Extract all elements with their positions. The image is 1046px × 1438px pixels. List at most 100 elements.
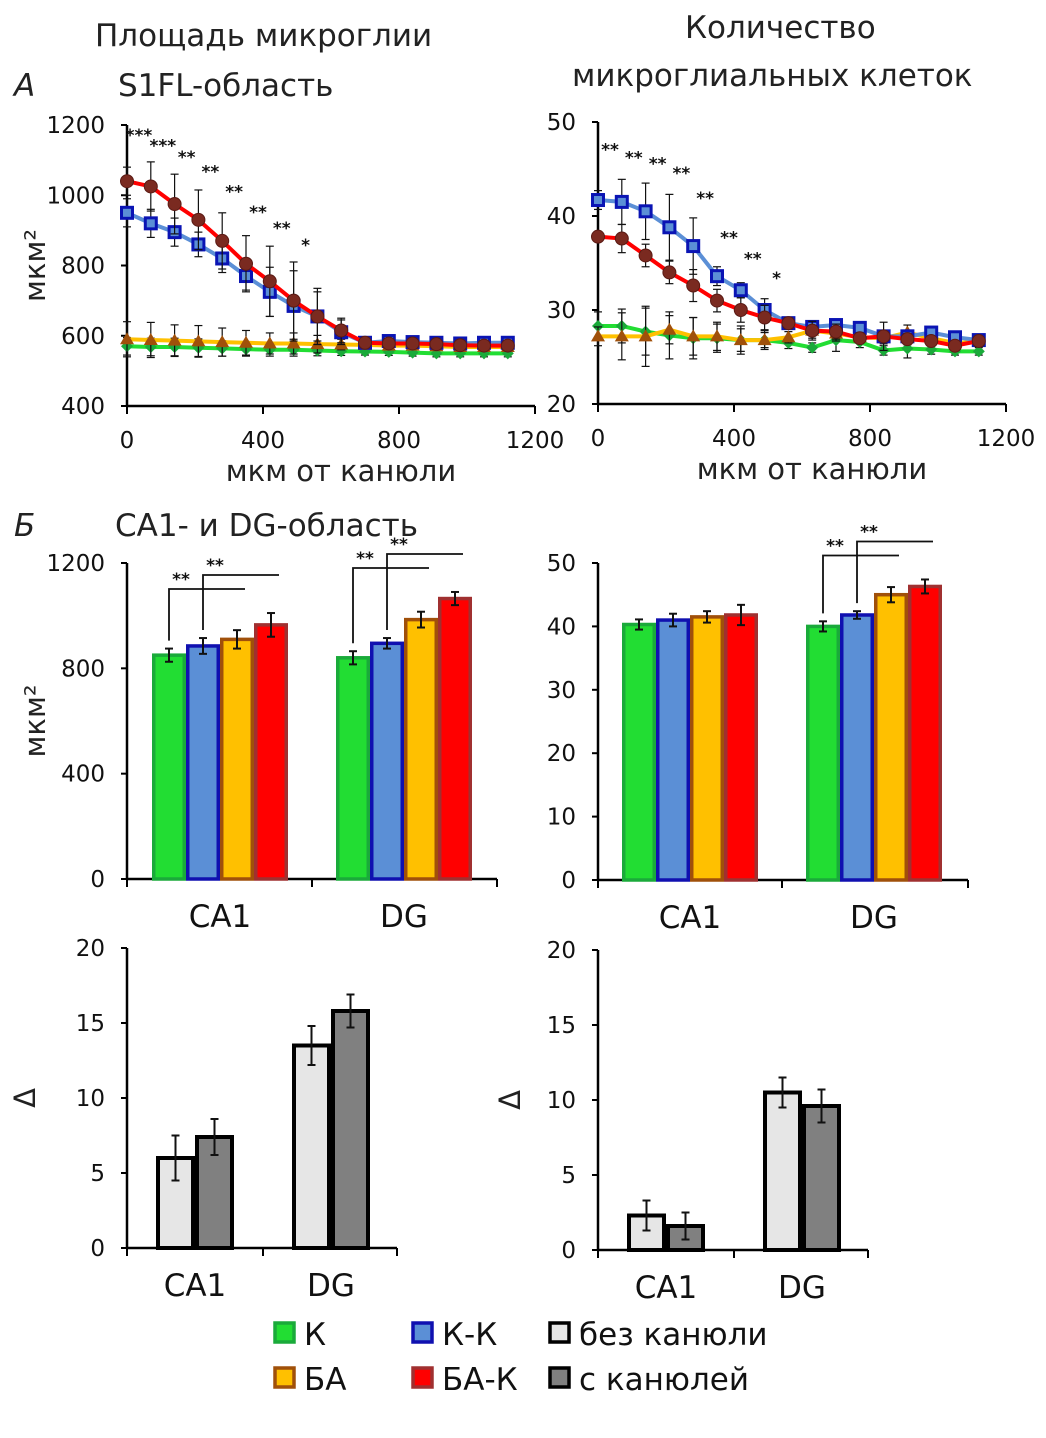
y-tick-label: 50	[547, 551, 576, 577]
data-point	[662, 322, 677, 335]
bar	[908, 584, 942, 882]
legend-item: БА	[273, 1362, 346, 1398]
y-tick-label: 0	[90, 867, 105, 893]
significance-label: **	[696, 189, 714, 209]
x-axis-label: мкм от канюли	[226, 454, 456, 488]
data-point	[614, 194, 629, 209]
y-tick-label: 1000	[46, 183, 105, 209]
legend-swatch	[411, 1321, 434, 1344]
data-point	[686, 278, 701, 293]
category-label: CA1	[659, 900, 722, 936]
category-label: DG	[778, 1270, 826, 1306]
legend-label: К-К	[442, 1317, 497, 1353]
y-tick-label: 400	[61, 394, 105, 420]
data-point	[901, 342, 914, 355]
y-tick-label: 800	[61, 254, 105, 280]
data-point	[262, 336, 277, 349]
y-tick-label: 1200	[46, 551, 105, 577]
significance-label: *	[772, 269, 781, 289]
data-point	[757, 310, 772, 325]
significance-label: **	[172, 570, 190, 590]
data-point	[453, 338, 468, 353]
data-point	[972, 345, 985, 358]
data-point	[429, 337, 444, 352]
data-point	[900, 332, 915, 347]
data-point	[638, 329, 653, 342]
series-БА-К	[120, 161, 515, 353]
data-point	[143, 179, 158, 194]
significance-label: **	[206, 556, 224, 576]
significance-label: **	[202, 163, 220, 183]
bar	[874, 592, 908, 882]
significance-label: **	[720, 229, 738, 249]
x-tick-label: 1200	[506, 428, 565, 454]
legend-swatch	[548, 1321, 571, 1344]
y-tick-label: 20	[76, 936, 105, 962]
data-point	[757, 333, 772, 346]
data-point	[477, 338, 491, 353]
data-point	[381, 336, 396, 351]
y-tick-label: 30	[547, 298, 576, 324]
x-axis-label: мкм от канюли	[697, 452, 927, 486]
y-tick-label: 0	[561, 868, 576, 894]
x-tick-label: 800	[377, 428, 421, 454]
data-point	[358, 335, 372, 350]
significance-bracket	[352, 567, 429, 644]
significance-label: ***	[149, 137, 176, 157]
chart-4: 0 10 20 30 40 50 CA1 DG ** **	[547, 522, 969, 936]
significance-bracket	[168, 588, 245, 641]
y-tick-label: 50	[547, 110, 576, 136]
data-point	[638, 248, 653, 263]
data-point	[592, 319, 604, 332]
y-tick-label: 10	[547, 1088, 576, 1114]
y-tick-label: 30	[547, 678, 576, 704]
significance-label: *	[301, 236, 310, 256]
bar	[656, 618, 690, 882]
data-point	[239, 335, 253, 348]
data-point	[334, 323, 349, 338]
data-point	[215, 233, 230, 248]
data-point	[167, 197, 182, 212]
bar	[840, 613, 874, 882]
y-tick-label: 15	[76, 1011, 105, 1037]
legend-swatch	[411, 1366, 434, 1389]
bar	[763, 1090, 802, 1252]
y-tick-label: 10	[76, 1086, 105, 1112]
category-label: CA1	[189, 899, 252, 935]
significance-label: **	[673, 164, 691, 184]
bar	[254, 623, 288, 881]
chart-6: 0 5 10 15 20 Δ CA1 DG	[493, 938, 869, 1306]
bar	[806, 624, 840, 882]
panel-b-letter: Б	[14, 508, 35, 544]
bar	[336, 656, 370, 881]
significance-label: **	[249, 203, 267, 223]
data-point	[500, 338, 515, 353]
x-tick-label: 400	[241, 428, 285, 454]
category-label: CA1	[635, 1270, 698, 1306]
bar	[802, 1104, 841, 1252]
category-label: CA1	[164, 1268, 227, 1304]
data-point	[591, 229, 605, 244]
legend-item: БА-К	[411, 1362, 518, 1398]
chart-1: 400 600 800 1000 1200 мкм² 0 400 800 1200 мкм от к…	[18, 113, 564, 488]
y-tick-label: 40	[547, 204, 576, 230]
data-point	[733, 303, 748, 317]
y-axis-label: Δ	[8, 1088, 42, 1108]
data-point	[781, 330, 796, 343]
y-tick-label: 5	[561, 1163, 576, 1189]
bar	[186, 644, 220, 881]
y-tick-label: 20	[547, 938, 576, 964]
bar	[370, 641, 404, 881]
significance-label: **	[390, 535, 408, 555]
bar	[438, 596, 472, 881]
category-label: DG	[850, 900, 898, 936]
y-tick-label: 10	[547, 805, 576, 831]
x-tick-label: 1200	[977, 426, 1036, 452]
col2-title-line2: микроглиальных клеток	[572, 58, 973, 94]
significance-label: **	[178, 148, 196, 168]
significance-bracket	[856, 540, 933, 604]
panel-b-subtitle: CA1- и DG-область	[115, 508, 418, 544]
legend-swatch	[273, 1366, 296, 1389]
